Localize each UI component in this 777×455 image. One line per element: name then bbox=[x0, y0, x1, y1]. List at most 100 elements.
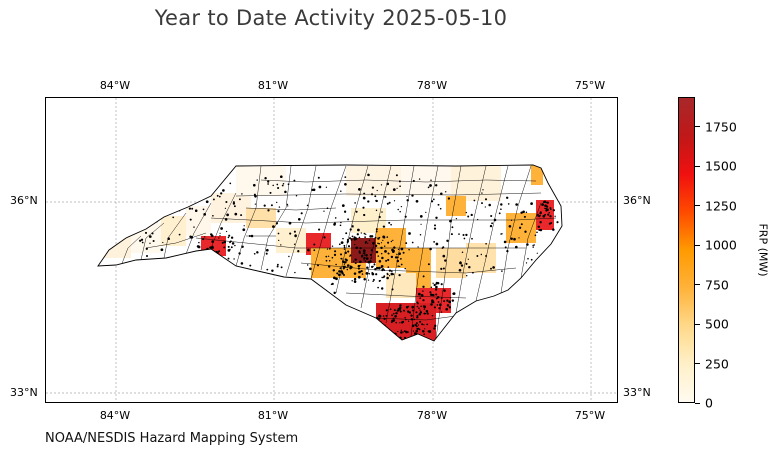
hotspot-point bbox=[379, 279, 381, 282]
hotspot-point bbox=[527, 257, 529, 260]
hotspot-point bbox=[394, 256, 398, 259]
hotspot-point bbox=[151, 232, 154, 235]
hotspot-point bbox=[333, 276, 336, 280]
hotspot-point bbox=[410, 318, 414, 321]
hotspot-point bbox=[141, 241, 144, 244]
hotspot-point bbox=[417, 324, 420, 326]
hotspot-point bbox=[242, 228, 246, 232]
hotspot-point bbox=[393, 312, 395, 315]
hotspot-point bbox=[440, 311, 443, 313]
hotspot-point bbox=[419, 234, 422, 236]
hotspot-point bbox=[377, 255, 380, 257]
hotspot-point bbox=[349, 267, 352, 270]
hotspot-point bbox=[405, 330, 408, 334]
hotspot-point bbox=[375, 199, 378, 203]
hotspot-point bbox=[277, 210, 280, 213]
hotspot-point bbox=[327, 265, 331, 268]
hotspot-point bbox=[465, 211, 467, 214]
hotspot-point bbox=[518, 226, 522, 229]
hotspot-point bbox=[345, 232, 348, 235]
hotspot-point bbox=[264, 176, 267, 180]
hotspot-point bbox=[363, 232, 366, 235]
hotspot-point bbox=[256, 284, 259, 286]
hotspot-point bbox=[407, 320, 410, 322]
hotspot-point bbox=[209, 255, 211, 257]
hotspot-point bbox=[432, 282, 434, 284]
hotspot-point bbox=[422, 299, 425, 302]
hotspot-point bbox=[419, 215, 423, 218]
hotspot-point bbox=[501, 270, 503, 272]
hotspot-point bbox=[387, 252, 389, 254]
hotspot-point bbox=[446, 239, 449, 243]
hotspot-point bbox=[412, 330, 415, 332]
hotspot-point bbox=[397, 208, 399, 211]
hotspot-point bbox=[156, 210, 159, 214]
hotspot-point bbox=[481, 192, 483, 194]
hotspot-point bbox=[193, 226, 195, 228]
hotspot-point bbox=[455, 217, 458, 220]
hotspot-point bbox=[194, 279, 197, 281]
colorbar-tick-label: 500 bbox=[705, 316, 729, 332]
hotspot-point bbox=[378, 243, 381, 245]
hotspot-point bbox=[500, 203, 503, 206]
hotspot-point bbox=[147, 260, 150, 263]
hotspot-point bbox=[346, 264, 350, 267]
hotspot-point bbox=[444, 259, 447, 262]
hotspot-point bbox=[241, 193, 243, 195]
hotspot-point bbox=[419, 309, 421, 311]
hotspot-point bbox=[156, 201, 158, 204]
hotspot-point bbox=[402, 251, 405, 254]
hotspot-point bbox=[447, 197, 451, 200]
hotspot-point bbox=[318, 185, 322, 189]
hotspot-point bbox=[385, 309, 388, 312]
hotspot-point bbox=[280, 244, 282, 246]
hotspot-point bbox=[230, 246, 233, 249]
hotspot-point bbox=[370, 235, 374, 238]
hotspot-point bbox=[393, 246, 396, 249]
hotspot-point bbox=[227, 249, 231, 252]
hotspot-point bbox=[393, 309, 396, 312]
hotspot-point bbox=[449, 219, 452, 223]
hotspot-point bbox=[400, 263, 403, 266]
hotspot-point bbox=[530, 202, 533, 205]
hotspot-point bbox=[396, 256, 399, 259]
hotspot-point bbox=[198, 258, 201, 261]
colorbar-tick-mark bbox=[695, 165, 700, 167]
hotspot-point bbox=[357, 267, 360, 270]
hotspot-point bbox=[430, 303, 433, 306]
hotspot-point bbox=[530, 258, 533, 261]
hotspot-point bbox=[334, 250, 337, 253]
hotspot-point bbox=[434, 184, 438, 187]
hotspot-point bbox=[341, 204, 345, 207]
hotspot-point bbox=[353, 260, 355, 263]
hotspot-point bbox=[358, 250, 361, 252]
hotspot-point bbox=[372, 280, 374, 283]
hotspot-point bbox=[357, 228, 360, 232]
hotspot-point bbox=[408, 232, 411, 235]
hotspot-point bbox=[389, 332, 391, 334]
hotspot-point bbox=[388, 221, 391, 224]
hotspot-point bbox=[375, 273, 378, 276]
hotspot-point bbox=[435, 298, 438, 300]
hotspot-point bbox=[379, 323, 382, 326]
hotspot-point bbox=[388, 275, 391, 277]
hotspot-point bbox=[380, 264, 384, 268]
hotspot-point bbox=[412, 309, 415, 312]
colorbar-tick-label: 1250 bbox=[705, 198, 737, 214]
hotspot-point bbox=[254, 277, 256, 279]
hotspot-point bbox=[550, 208, 552, 210]
hotspot-point bbox=[433, 283, 436, 287]
hotspot-point bbox=[418, 313, 422, 316]
hotspot-point bbox=[331, 282, 334, 286]
hotspot-point bbox=[243, 225, 245, 227]
lon-tick-top-75w: 75°W bbox=[574, 79, 606, 92]
hotspot-point bbox=[386, 276, 389, 280]
hotspot-point bbox=[532, 246, 534, 248]
hotspot-point bbox=[333, 253, 337, 257]
hotspot-point bbox=[263, 204, 266, 207]
hotspot-point bbox=[385, 259, 388, 262]
hotspot-point bbox=[355, 246, 358, 249]
hotspot-point bbox=[343, 262, 346, 264]
hotspot-point bbox=[429, 291, 432, 294]
hotspot-point bbox=[377, 266, 381, 270]
